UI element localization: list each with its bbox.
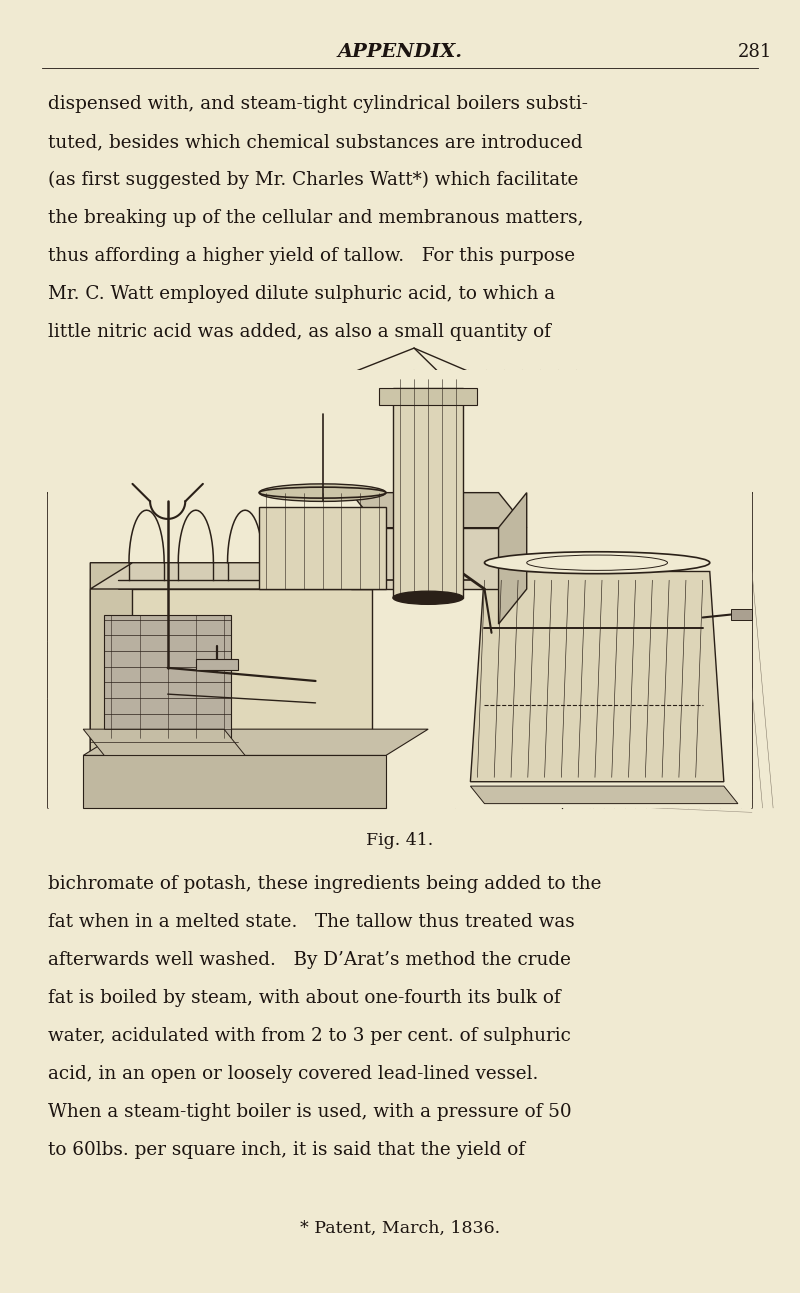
Polygon shape bbox=[350, 528, 498, 590]
Polygon shape bbox=[470, 786, 738, 804]
Polygon shape bbox=[83, 729, 428, 755]
Polygon shape bbox=[90, 562, 133, 755]
Text: the breaking up of the cellular and membranous matters,: the breaking up of the cellular and memb… bbox=[48, 209, 583, 228]
Text: APPENDIX.: APPENDIX. bbox=[338, 43, 462, 61]
Polygon shape bbox=[90, 590, 372, 755]
Bar bbox=[104, 615, 231, 738]
Text: When a steam-tight boiler is used, with a pressure of 50: When a steam-tight boiler is used, with … bbox=[48, 1103, 572, 1121]
Ellipse shape bbox=[526, 555, 667, 570]
Text: water, acidulated with from 2 to 3 per cent. of sulphuric: water, acidulated with from 2 to 3 per c… bbox=[48, 1027, 571, 1045]
Polygon shape bbox=[498, 493, 526, 625]
Polygon shape bbox=[83, 729, 245, 755]
Text: * Patent, March, 1836.: * Patent, March, 1836. bbox=[300, 1221, 500, 1237]
Ellipse shape bbox=[259, 484, 386, 502]
Polygon shape bbox=[470, 572, 724, 782]
Text: bichromate of potash, these ingredients being added to the: bichromate of potash, these ingredients … bbox=[48, 875, 602, 893]
Text: dispensed with, and steam-tight cylindrical boilers substi-: dispensed with, and steam-tight cylindri… bbox=[48, 94, 588, 112]
Polygon shape bbox=[83, 755, 386, 808]
Text: to 60lbs. per square inch, it is said that the yield of: to 60lbs. per square inch, it is said th… bbox=[48, 1140, 525, 1159]
Text: (as first suggested by Mr. Charles Watt*) which facilitate: (as first suggested by Mr. Charles Watt*… bbox=[48, 171, 578, 189]
Text: Mr. C. Watt employed dilute sulphuric acid, to which a: Mr. C. Watt employed dilute sulphuric ac… bbox=[48, 284, 555, 303]
Text: 281: 281 bbox=[738, 43, 772, 61]
Polygon shape bbox=[259, 507, 386, 590]
Ellipse shape bbox=[485, 552, 710, 574]
Polygon shape bbox=[90, 562, 414, 590]
Polygon shape bbox=[350, 493, 526, 528]
Ellipse shape bbox=[393, 591, 463, 604]
Text: tuted, besides which chemical substances are introduced: tuted, besides which chemical substances… bbox=[48, 133, 582, 151]
Text: thus affording a higher yield of tallow.   For this purpose: thus affording a higher yield of tallow.… bbox=[48, 247, 575, 265]
Polygon shape bbox=[379, 388, 478, 405]
Text: fat when in a melted state.   The tallow thus treated was: fat when in a melted state. The tallow t… bbox=[48, 913, 574, 931]
Bar bbox=[731, 609, 752, 619]
Text: fat is boiled by steam, with about one-fourth its bulk of: fat is boiled by steam, with about one-f… bbox=[48, 989, 561, 1007]
Polygon shape bbox=[393, 388, 463, 597]
Text: little nitric acid was added, as also a small quantity of: little nitric acid was added, as also a … bbox=[48, 323, 551, 341]
Bar bbox=[196, 659, 238, 670]
Text: Fig. 41.: Fig. 41. bbox=[366, 831, 434, 850]
Text: afterwards well washed.   By D’Arat’s method the crude: afterwards well washed. By D’Arat’s meth… bbox=[48, 950, 571, 968]
Bar bbox=[48, 370, 752, 808]
Text: acid, in an open or loosely covered lead-lined vessel.: acid, in an open or loosely covered lead… bbox=[48, 1065, 538, 1084]
